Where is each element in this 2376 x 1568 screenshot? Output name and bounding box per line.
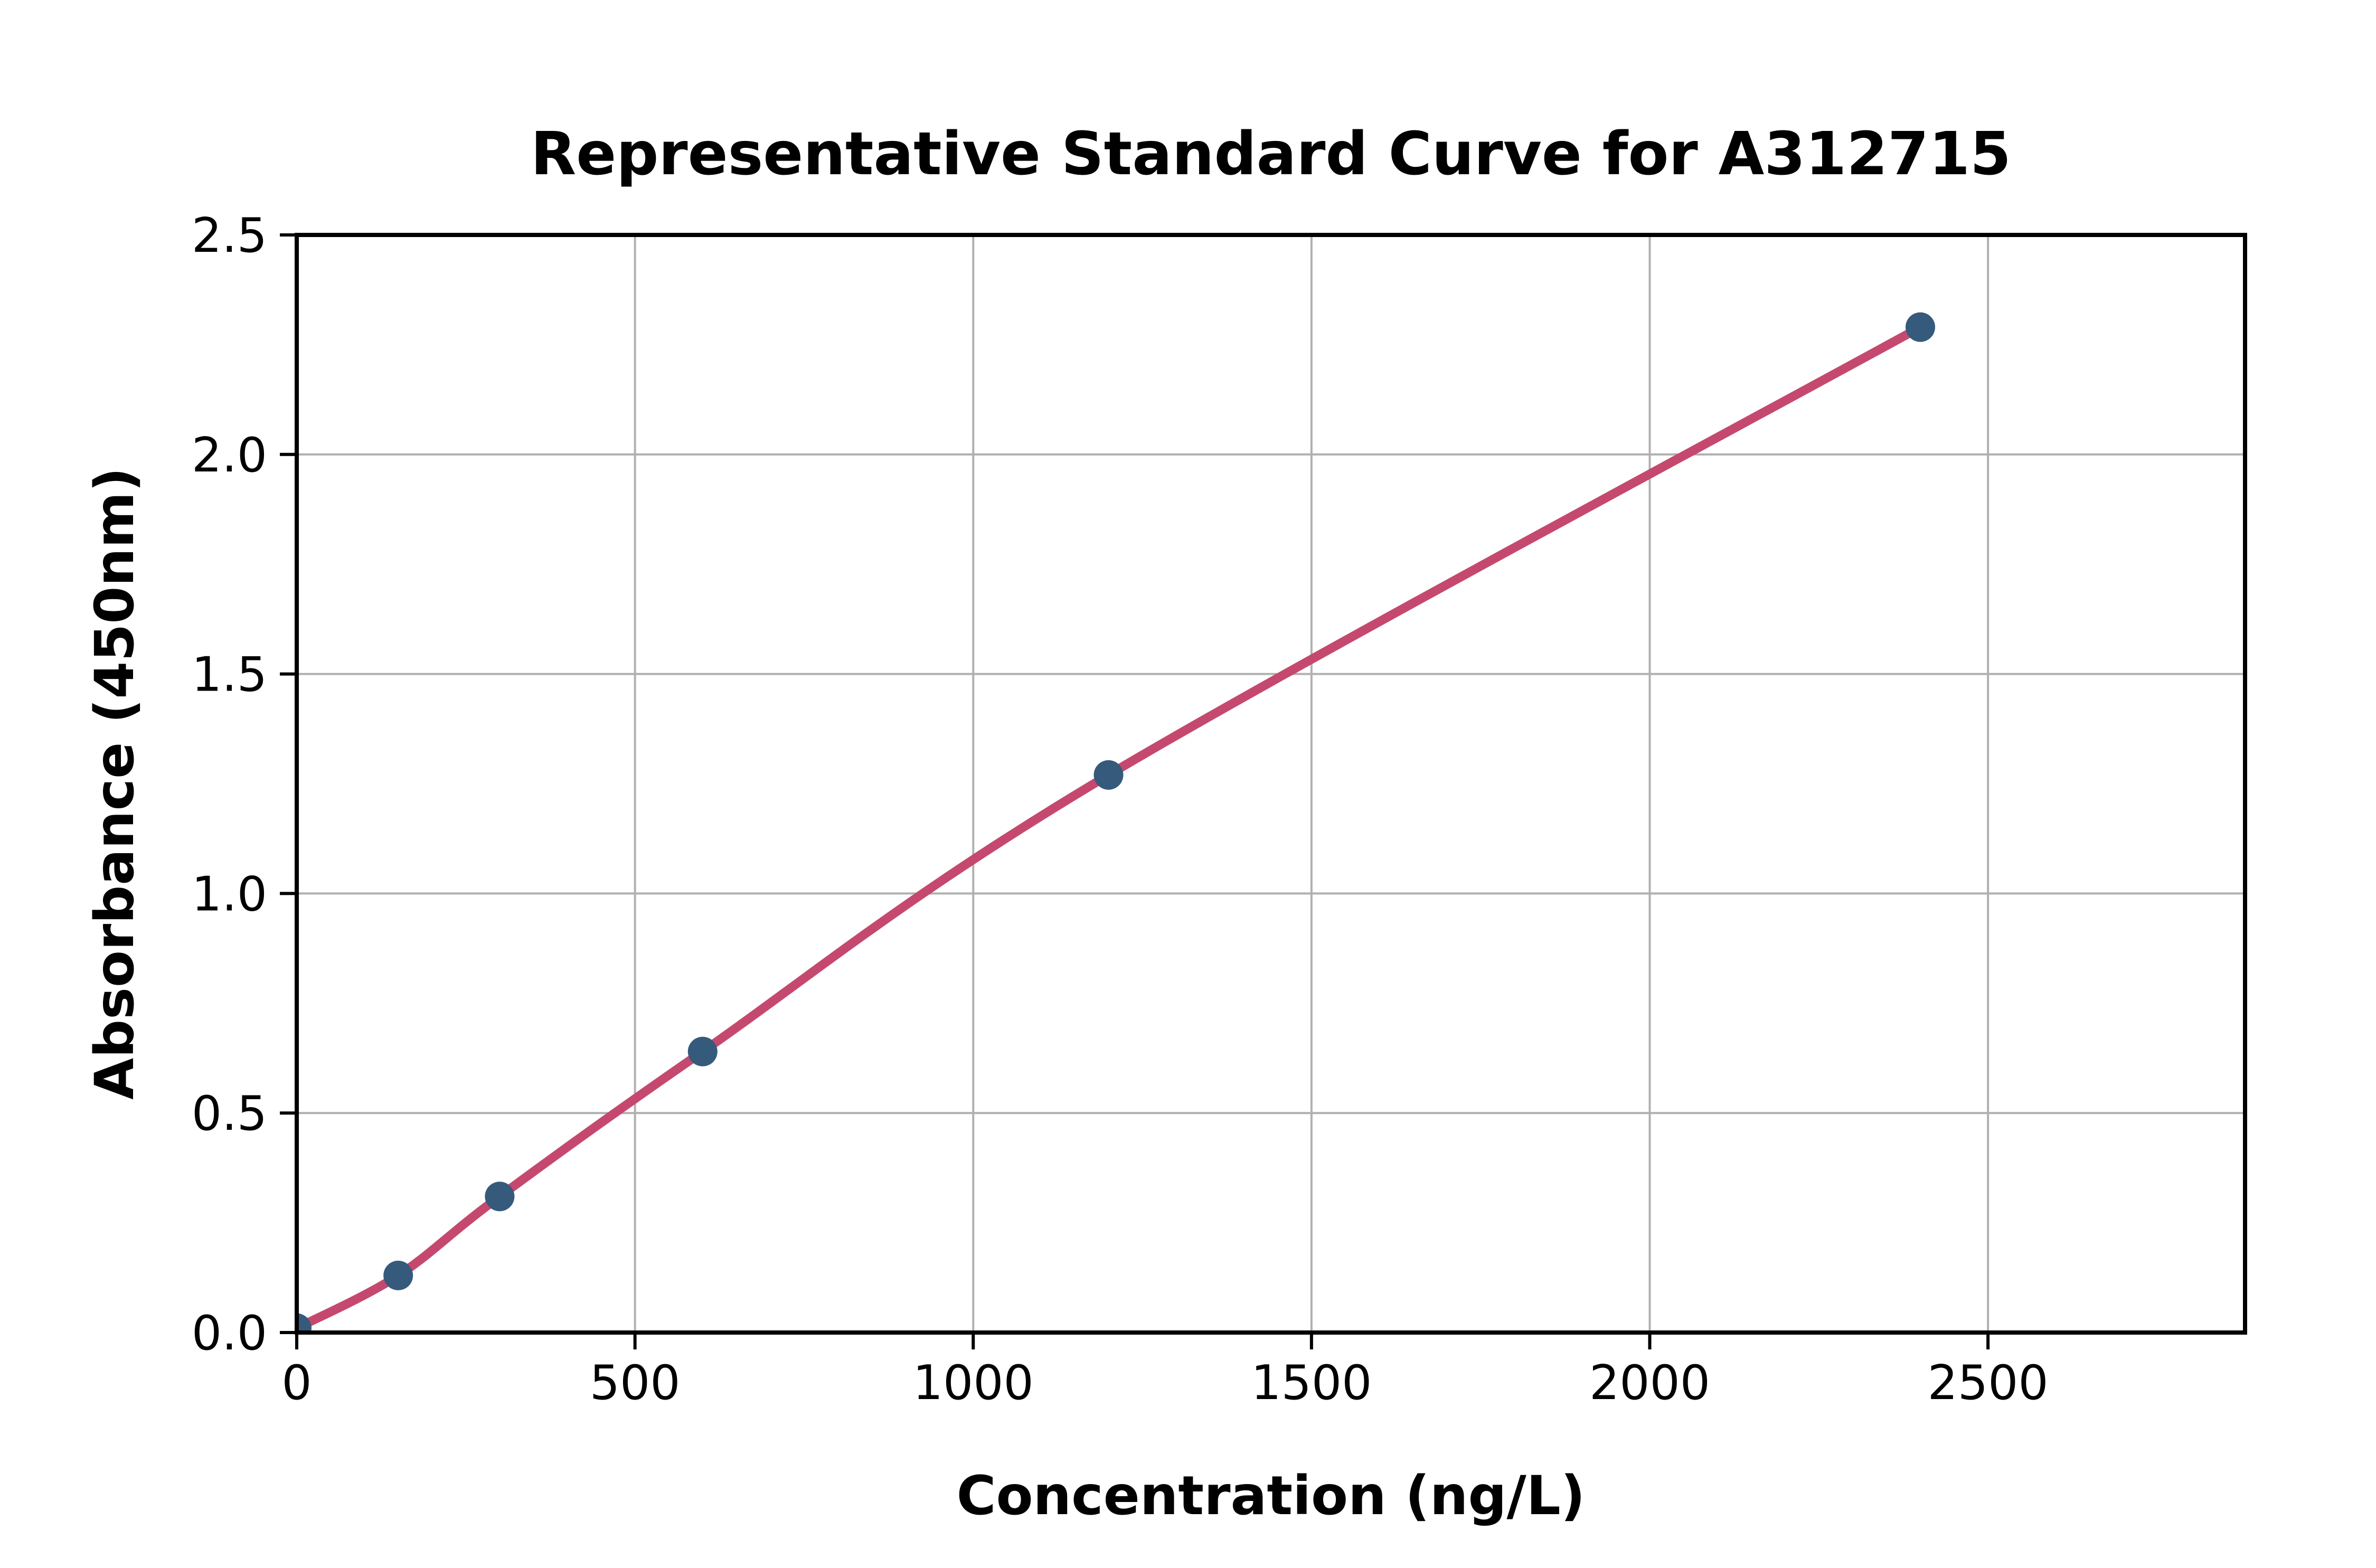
y-tick-label: 2.0: [192, 428, 267, 483]
tick-labels: 0 500 1000 1500 2000 2500 0.0 0.5 1.0 1.5 2.0 2.5: [192, 208, 2049, 1411]
y-tick-label: 2.5: [192, 208, 267, 263]
x-tick-label: 2500: [1928, 1355, 2049, 1411]
x-tick-label: 1000: [913, 1355, 1034, 1411]
y-tick-label: 1.0: [192, 866, 267, 922]
data-points: [297, 312, 1935, 1333]
x-tick-label: 2000: [1589, 1355, 1710, 1411]
y-tick-label: 0.0: [192, 1306, 267, 1361]
x-tick-label: 500: [590, 1355, 681, 1411]
y-tick-label: 0.5: [192, 1086, 267, 1141]
tick-marks: [280, 233, 1990, 1349]
gridlines: [296, 234, 2245, 1334]
data-point-marker: [1093, 760, 1124, 790]
data-point-marker: [687, 1036, 718, 1066]
data-point-marker: [383, 1260, 413, 1290]
plot-frame: [295, 233, 2247, 1335]
data-layer: [297, 312, 1935, 1333]
x-tick-label: 1500: [1251, 1355, 1372, 1411]
y-axis-label: Absorbance (450nm): [83, 467, 146, 1100]
axes-frame: [295, 233, 2247, 1335]
chart-title: Representative Standard Curve for A31271…: [531, 120, 2011, 188]
x-axis-label: Concentration (ng/L): [957, 1465, 1586, 1527]
data-point-marker: [485, 1182, 515, 1212]
data-point-marker: [1906, 312, 1935, 342]
y-tick-label: 1.5: [192, 647, 267, 703]
x-tick-label: 0: [281, 1355, 312, 1411]
data-point-marker: [297, 1313, 312, 1333]
fit-curve-line: [297, 323, 1925, 1333]
